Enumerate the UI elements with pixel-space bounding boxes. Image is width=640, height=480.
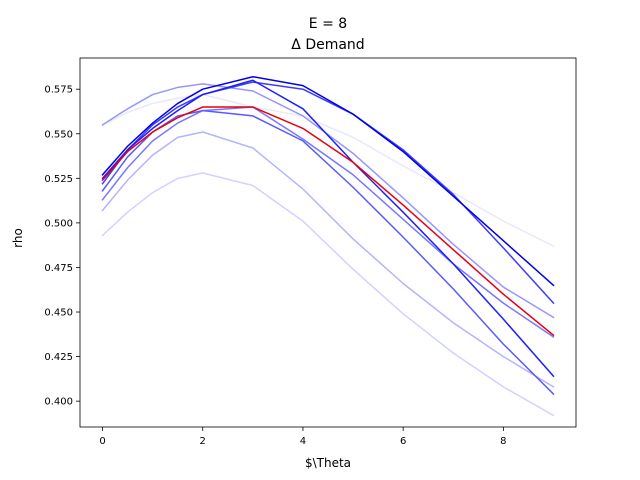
series-line-9 <box>101 75 555 287</box>
y-tick-label: 0.425 <box>44 352 73 363</box>
x-axis-label: $\Theta <box>305 456 351 470</box>
series-line-4 <box>101 83 555 319</box>
y-tick-label: 0.475 <box>44 263 73 274</box>
series-layer <box>101 75 555 417</box>
series-line-10 <box>101 106 555 337</box>
chart-subtitle: Δ Demand <box>291 37 364 53</box>
y-tick-label: 0.500 <box>44 218 73 229</box>
y-axis-label: rho <box>11 228 25 248</box>
axes-layer: 0 2 4 6 8 0.400 0.425 0.450 0.475 0.500 0.525 0.550… <box>44 57 577 447</box>
x-tick-label: 0 <box>99 436 105 447</box>
y-tick-label: 0.400 <box>44 397 73 408</box>
x-tick-label: 2 <box>200 436 206 447</box>
y-tick-label: 0.575 <box>44 85 73 96</box>
plot-background <box>80 58 576 427</box>
series-line-3 <box>101 131 555 388</box>
y-tick-label: 0.525 <box>44 174 73 185</box>
x-tick-label: 8 <box>500 436 506 447</box>
series-line-2 <box>101 172 555 417</box>
chart-title: E = 8 <box>309 16 347 32</box>
y-tick-label: 0.450 <box>44 308 73 319</box>
x-tick-label: 6 <box>400 436 406 447</box>
series-line-5 <box>101 106 555 339</box>
series-line-1 <box>101 93 555 248</box>
y-tick-label: 0.550 <box>44 129 73 140</box>
plot-area <box>80 58 576 427</box>
series-line-8 <box>101 79 555 378</box>
axes-frame <box>79 57 577 428</box>
x-tick-label: 4 <box>300 436 306 447</box>
